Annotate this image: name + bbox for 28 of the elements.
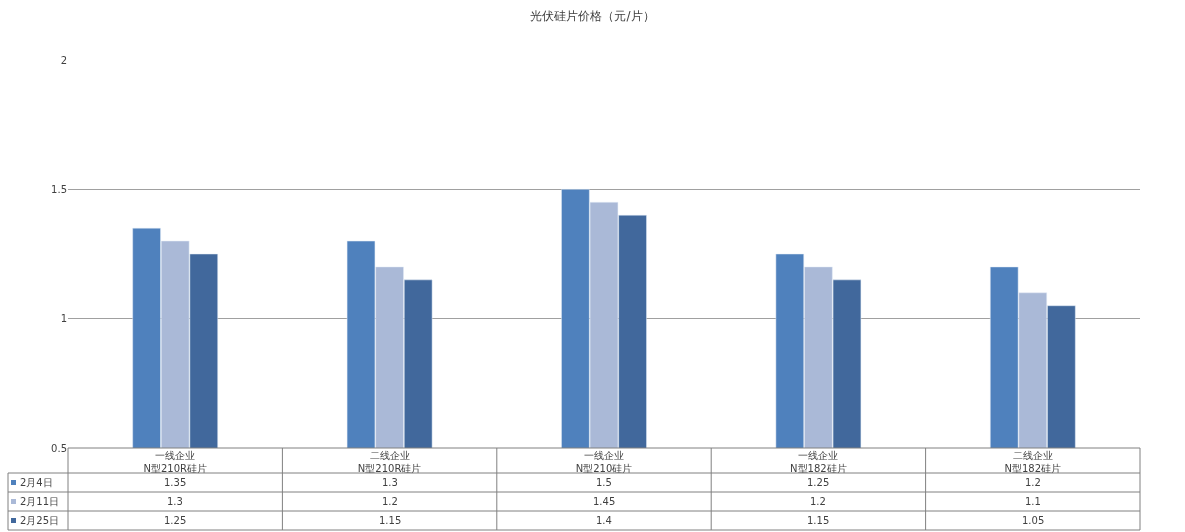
data-label: 1.15 — [379, 515, 402, 526]
y-tick-label: 1 — [60, 313, 67, 325]
data-label: 1.25 — [807, 477, 830, 488]
data-label: 1.1 — [1025, 496, 1041, 507]
x-tick-label: 二线企业 N型210R硅片 — [357, 450, 422, 474]
data-label: 1.35 — [164, 477, 187, 488]
y-tick-label: 0.5 — [51, 442, 67, 454]
data-label: 1.2 — [1025, 477, 1041, 488]
data-label: 1.15 — [807, 515, 830, 526]
data-label: 1.5 — [596, 477, 612, 488]
data-label: 1.05 — [1022, 515, 1045, 526]
x-tick-label: 一线企业 N型182硅片 — [790, 450, 847, 474]
data-label: 1.45 — [593, 496, 616, 507]
legend-label: 2月11日 — [20, 496, 60, 507]
data-label: 1.4 — [596, 515, 612, 526]
data-label: 1.2 — [810, 496, 826, 507]
chart-title: 光伏硅片价格（元/片） — [530, 9, 655, 24]
x-tick-label: 一线企业 N型210R硅片 — [143, 450, 207, 474]
y-tick-label: 1.5 — [51, 183, 67, 195]
data-label: 1.3 — [167, 496, 183, 507]
data-label: 1.2 — [382, 496, 398, 507]
legend-label: 2月25日 — [20, 515, 60, 526]
data-label: 1.25 — [164, 515, 187, 526]
y-tick-label: 2 — [60, 54, 67, 66]
legend-label: 2月4日 — [20, 477, 53, 488]
x-tick-label: 一线企业 N型210硅片 — [575, 450, 633, 474]
x-tick-label: 二线企业 N型182硅片 — [1004, 450, 1062, 474]
data-label: 1.3 — [382, 477, 398, 488]
